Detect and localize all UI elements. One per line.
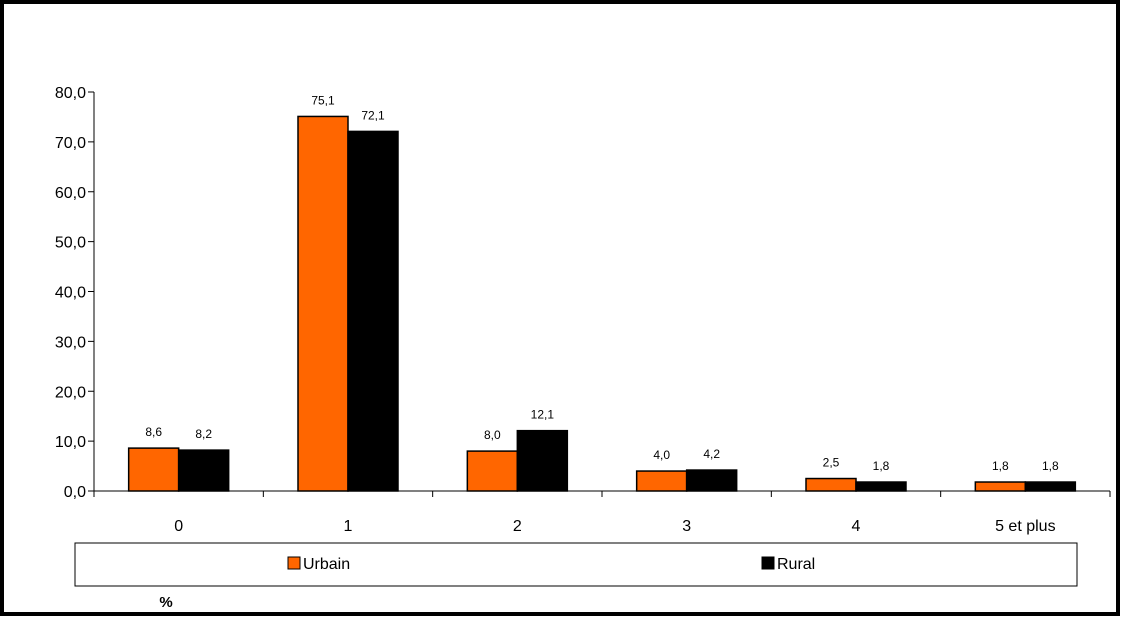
x-tick-label: 2: [513, 518, 522, 535]
bars: [127, 115, 1077, 492]
x-tick-label: 0: [174, 518, 183, 535]
bar-urbain: [466, 450, 519, 492]
bar-rural: [685, 469, 738, 492]
y-tick-label: 80,0: [55, 85, 86, 102]
y-tick-label: 0,0: [64, 484, 86, 501]
bar-rural: [347, 130, 399, 492]
x-tick-label: 5 et plus: [995, 518, 1055, 535]
data-label: 1,8: [1042, 459, 1059, 473]
data-label: 8,2: [195, 427, 212, 441]
bar-urbain: [635, 470, 688, 492]
x-tick-label: 1: [344, 518, 353, 535]
bar-rural: [1024, 481, 1077, 492]
data-label: 8,6: [145, 425, 162, 439]
y-tick-label: 70,0: [55, 135, 86, 152]
y-tick-label: 20,0: [55, 384, 86, 401]
y-tick-label: 40,0: [55, 285, 86, 302]
legend-swatch-rural: [761, 556, 775, 570]
x-tick-label: 4: [852, 518, 861, 535]
x-tick-label: 3: [682, 518, 691, 535]
y-tick-label: 50,0: [55, 235, 86, 252]
unit-label: %: [159, 594, 172, 611]
legend-label-rural: Rural: [777, 556, 815, 573]
legend-label-urbain: Urbain: [303, 556, 350, 573]
bar-rural: [177, 449, 230, 492]
data-label: 2,5: [823, 456, 840, 470]
bar-urbain: [297, 115, 349, 492]
data-label: 12,1: [531, 408, 555, 422]
bar-rural: [855, 481, 907, 492]
y-tick-label: 30,0: [55, 334, 86, 351]
data-label: 72,1: [361, 108, 385, 122]
data-label: 8,0: [484, 428, 501, 442]
data-label: 75,1: [311, 93, 335, 107]
axes: 0,0 10,0 20,0 30,0 40,0 50,0 60,0 70,0 80,0 0 1 2 3 4…: [55, 85, 1111, 535]
bar-rural: [516, 429, 569, 492]
legend: Urbain Rural: [74, 542, 1078, 587]
bar-urbain: [127, 447, 180, 492]
legend-box: [74, 542, 1078, 587]
y-tick-label: 10,0: [55, 434, 86, 451]
data-labels: 8,6 8,2 75,1 72,1 8,0 12,1 4,0 4,2 2,5 1,8 1,8 1,8: [145, 93, 1059, 473]
legend-swatch-urbain: [287, 556, 301, 570]
y-tick-label: 60,0: [55, 185, 86, 202]
data-label: 4,0: [653, 448, 670, 462]
data-label: 1,8: [992, 459, 1009, 473]
data-label: 1,8: [873, 459, 890, 473]
bar-urbain: [805, 477, 857, 492]
bar-urbain: [974, 481, 1027, 492]
data-label: 4,2: [703, 447, 720, 461]
